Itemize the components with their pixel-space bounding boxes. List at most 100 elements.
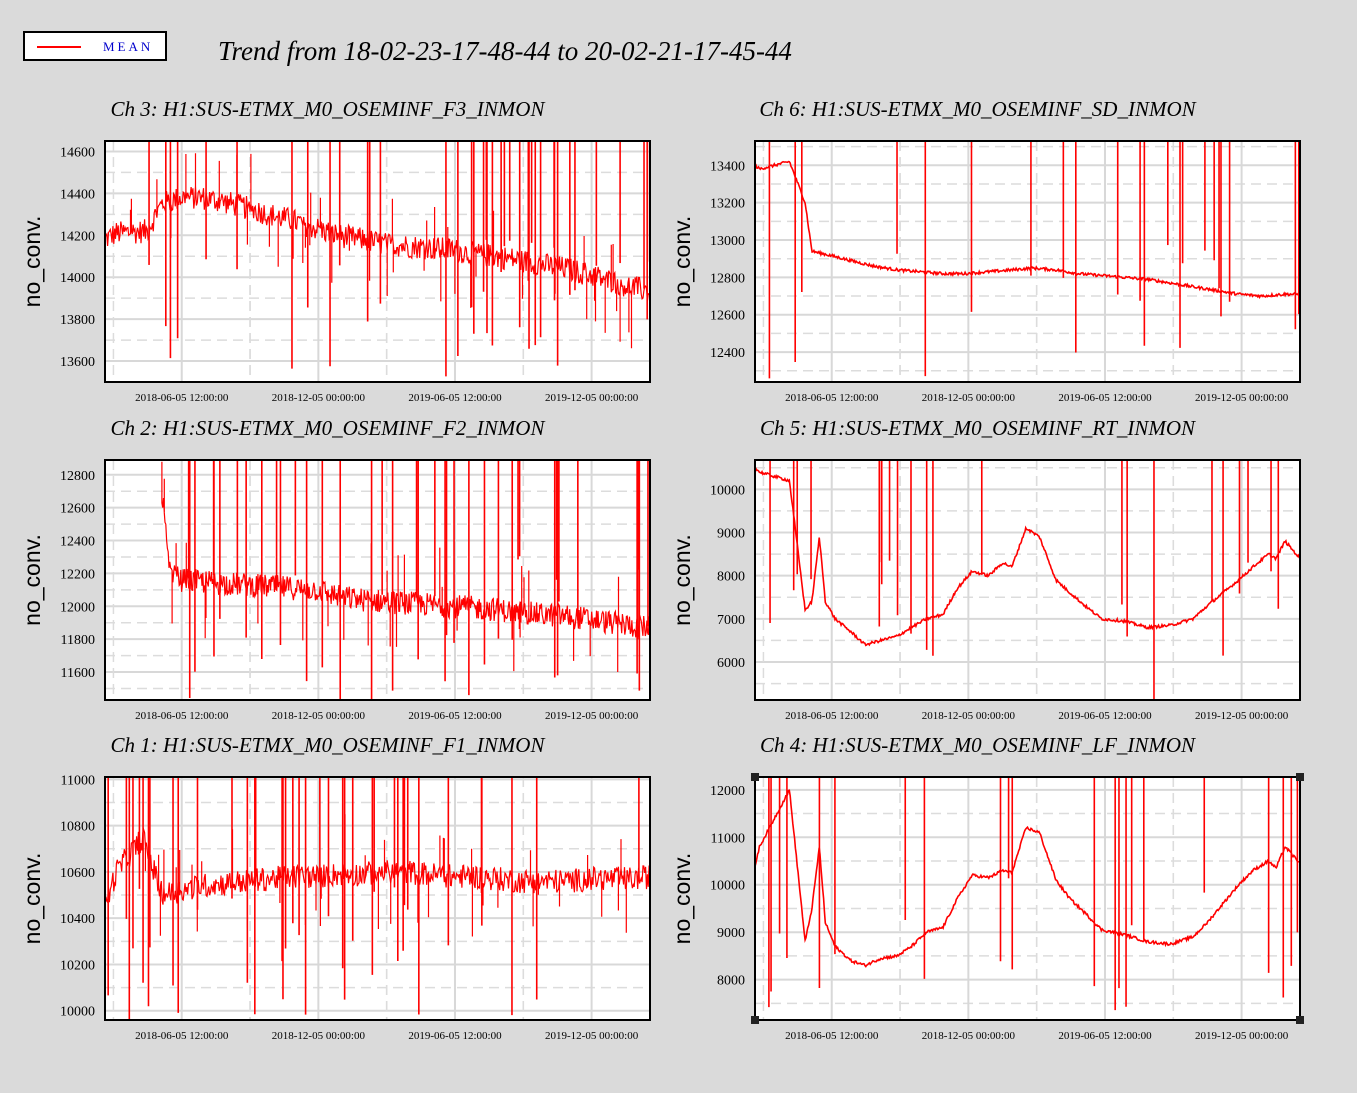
- y-tick-label: 10200: [60, 958, 95, 973]
- y-axis-label: no_conv.: [19, 853, 45, 945]
- y-tick-label: 14200: [60, 229, 95, 244]
- y-tick-label: 13200: [710, 197, 745, 212]
- chart-title: Ch 3: H1:SUS-ETMX_M0_OSEMINF_F3_INMON: [111, 97, 546, 121]
- plot-frame: [754, 140, 1301, 383]
- x-tick-label: 2018-12-05 00:00:00: [272, 1030, 366, 1042]
- x-tick-label: 2018-12-05 00:00:00: [922, 392, 1016, 404]
- plot-frame: [104, 459, 651, 701]
- gridlines: [105, 777, 650, 1020]
- series-line: [105, 153, 650, 349]
- series-mean: [755, 460, 1300, 700]
- y-tick-label: 7000: [717, 613, 745, 628]
- resize-handle: [751, 1016, 759, 1024]
- x-tick-label: 2018-06-05 12:00:00: [785, 1030, 879, 1042]
- x-tick-label: 2019-06-05 12:00:00: [1058, 392, 1152, 404]
- x-tick-label: 2018-06-05 12:00:00: [135, 710, 229, 722]
- y-tick-label: 10400: [60, 912, 95, 927]
- chart-title: Ch 6: H1:SUS-ETMX_M0_OSEMINF_SD_INMON: [759, 97, 1196, 121]
- plot-frame: [104, 140, 651, 383]
- x-tick-label: 2018-06-05 12:00:00: [135, 392, 229, 404]
- y-tick-label: 12400: [710, 346, 745, 361]
- plot-area: [755, 141, 1300, 382]
- series-mean: [105, 777, 650, 1020]
- x-tick-label: 2019-12-05 00:00:00: [545, 392, 639, 404]
- y-tick-label: 12600: [60, 502, 95, 517]
- y-tick-label: 11600: [61, 666, 95, 681]
- y-tick-label: 13400: [710, 159, 745, 174]
- series-mean: [755, 777, 1300, 1011]
- y-tick-label: 11000: [711, 831, 745, 846]
- chart-1: 13600 13800 14000 14200 14400 14600 2018-06-05…: [19, 97, 651, 404]
- x-tick-label: 2019-06-05 12:00:00: [408, 392, 502, 404]
- y-tick-label: 10000: [710, 483, 745, 498]
- chart-title: Ch 4: H1:SUS-ETMX_M0_OSEMINF_LF_INMON: [760, 733, 1196, 757]
- x-tick-label: 2019-12-05 00:00:00: [1195, 1030, 1289, 1042]
- gridlines: [105, 141, 650, 382]
- y-tick-label: 12200: [60, 567, 95, 582]
- plot-area: [755, 460, 1300, 700]
- x-tick-label: 2018-12-05 00:00:00: [922, 710, 1016, 722]
- resize-handle: [1296, 773, 1304, 781]
- x-tick-label: 2019-06-05 12:00:00: [1058, 1030, 1152, 1042]
- x-tick-label: 2019-06-05 12:00:00: [408, 1030, 502, 1042]
- y-tick-label: 10800: [60, 820, 95, 835]
- plot-frame: [754, 776, 1301, 1021]
- x-tick-label: 2018-12-05 00:00:00: [922, 1030, 1016, 1042]
- y-tick-label: 9000: [717, 926, 745, 941]
- series-line: [755, 789, 1300, 968]
- y-tick-label: 8000: [717, 570, 745, 585]
- chart-title: Ch 5: H1:SUS-ETMX_M0_OSEMINF_RT_INMON: [760, 416, 1196, 440]
- y-tick-label: 13000: [710, 234, 745, 249]
- plot-frame: [104, 776, 651, 1021]
- chart-4: 6000 7000 8000 9000 10000 2018-06-05 12:00:00…: [669, 416, 1301, 722]
- x-tick-label: 2018-06-05 12:00:00: [135, 1030, 229, 1042]
- chart-2: 12400 12600 12800 13000 13200 13400 2018-06-05…: [669, 97, 1301, 404]
- chart-title: Ch 1: H1:SUS-ETMX_M0_OSEMINF_F1_INMON: [111, 733, 546, 757]
- y-tick-label: 12600: [710, 309, 745, 324]
- y-tick-label: 9000: [717, 527, 745, 542]
- y-axis-label: no_conv.: [669, 853, 695, 945]
- y-tick-label: 8000: [717, 974, 745, 989]
- series-line: [105, 814, 650, 937]
- gridlines: [755, 460, 1300, 700]
- chart-6: 8000 9000 10000 11000 12000 2018-06-05 12:00:…: [669, 733, 1301, 1042]
- y-tick-label: 10000: [710, 879, 745, 894]
- series-mean: [755, 141, 1300, 379]
- x-tick-label: 2018-06-05 12:00:00: [785, 392, 879, 404]
- x-tick-label: 2019-06-05 12:00:00: [408, 710, 502, 722]
- x-tick-label: 2019-12-05 00:00:00: [1195, 392, 1289, 404]
- y-tick-label: 14400: [60, 187, 95, 202]
- y-tick-label: 12000: [60, 600, 95, 615]
- series-line: [755, 160, 1300, 300]
- plot-frame: [754, 459, 1301, 701]
- y-tick-label: 12000: [710, 784, 745, 799]
- y-tick-label: 14600: [60, 145, 95, 160]
- x-tick-label: 2019-12-05 00:00:00: [545, 710, 639, 722]
- y-axis-label: no_conv.: [19, 216, 45, 308]
- series-line: [161, 461, 650, 672]
- series-line: [755, 467, 1300, 647]
- x-tick-label: 2018-06-05 12:00:00: [785, 710, 879, 722]
- y-tick-label: 11000: [61, 773, 95, 788]
- chart-5: 10000 10200 10400 10600 10800 11000 2018-06-05…: [19, 733, 651, 1042]
- legend-label: MEAN: [103, 39, 154, 54]
- x-tick-label: 2019-12-05 00:00:00: [545, 1030, 639, 1042]
- y-tick-label: 14000: [60, 271, 95, 286]
- page-title: Trend from 18-02-23-17-48-44 to 20-02-21…: [218, 36, 792, 66]
- y-tick-label: 6000: [717, 656, 745, 671]
- series-mean: [161, 460, 650, 700]
- legend: MEAN: [23, 31, 167, 61]
- x-tick-label: 2019-12-05 00:00:00: [1195, 710, 1289, 722]
- y-tick-label: 13600: [60, 355, 95, 370]
- y-tick-label: 10600: [60, 866, 95, 881]
- y-axis-label: no_conv.: [19, 534, 45, 626]
- selection-handles: [751, 773, 1304, 1024]
- plot-area: [105, 777, 650, 1020]
- y-tick-label: 11800: [61, 633, 95, 648]
- y-tick-label: 12800: [60, 469, 95, 484]
- y-tick-label: 10000: [60, 1005, 95, 1020]
- y-tick-label: 12400: [60, 535, 95, 550]
- x-tick-label: 2019-06-05 12:00:00: [1058, 710, 1152, 722]
- resize-handle: [751, 773, 759, 781]
